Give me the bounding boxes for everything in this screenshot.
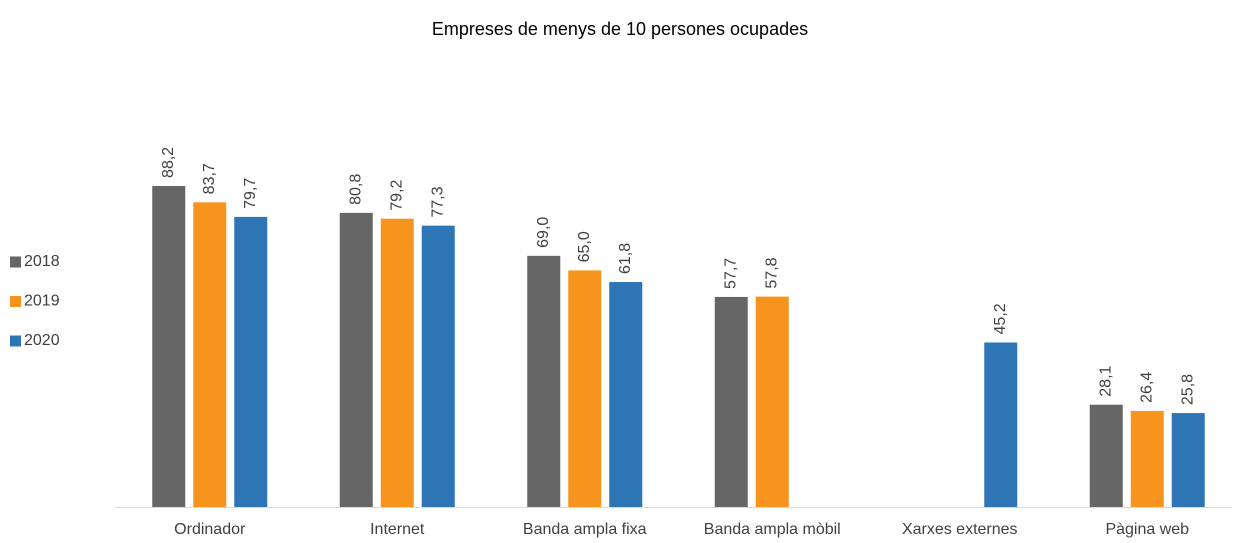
bar — [193, 202, 227, 507]
data-label: 65,0 — [576, 231, 593, 262]
data-label: 69,0 — [535, 217, 552, 248]
data-label: 26,4 — [1138, 372, 1155, 403]
legend-label: 2019 — [24, 293, 60, 310]
data-label: 88,2 — [160, 147, 177, 178]
legend-swatch — [10, 335, 21, 347]
chart-title: Empreses de menys de 10 persones ocupade… — [432, 19, 808, 39]
bar — [339, 212, 373, 507]
data-label: 28,1 — [1097, 365, 1114, 396]
legend-label: 2020 — [24, 332, 60, 349]
bar — [421, 225, 455, 508]
bar — [755, 296, 789, 507]
bar — [234, 216, 268, 507]
x-tick-label: Ordinador — [174, 521, 246, 538]
bar — [1171, 413, 1205, 507]
legend-swatch — [10, 296, 21, 307]
data-label: 77,3 — [429, 186, 446, 217]
x-tick-label: Xarxes externes — [902, 521, 1018, 538]
bar — [380, 218, 414, 507]
x-tick-label: Banda ampla fixa — [523, 521, 647, 538]
x-tick-label: Pàgina web — [1105, 521, 1189, 538]
data-label: 57,8 — [763, 257, 780, 288]
data-label: 57,7 — [722, 258, 739, 289]
data-label: 79,2 — [388, 179, 405, 210]
bar — [527, 255, 561, 507]
x-tick-label: Internet — [370, 521, 425, 538]
data-label: 61,8 — [617, 243, 634, 274]
data-label: 80,8 — [347, 174, 364, 205]
bar — [714, 296, 748, 507]
legend-swatch — [10, 256, 21, 268]
bar — [568, 270, 602, 507]
bar — [984, 342, 1018, 507]
data-label: 79,7 — [242, 178, 259, 209]
x-tick-label: Banda ampla mòbil — [704, 521, 841, 538]
data-label: 83,7 — [201, 163, 218, 194]
bar — [609, 282, 643, 507]
bar — [1089, 404, 1123, 507]
data-label: 25,8 — [1179, 374, 1196, 405]
bar — [1130, 410, 1164, 507]
bar — [152, 185, 186, 507]
legend-label: 2018 — [24, 253, 60, 270]
data-label: 45,2 — [992, 303, 1009, 334]
